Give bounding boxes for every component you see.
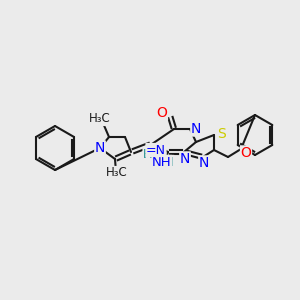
Text: H: H: [143, 148, 153, 160]
Text: H₃C: H₃C: [106, 167, 128, 179]
Text: N: N: [180, 152, 190, 166]
Text: H₃C: H₃C: [89, 112, 111, 125]
Text: N: N: [191, 122, 201, 136]
Text: O: O: [157, 106, 167, 120]
Text: O: O: [241, 146, 251, 160]
Text: N: N: [95, 141, 105, 155]
Text: H: H: [164, 155, 174, 169]
Text: S: S: [217, 127, 225, 141]
Text: NH: NH: [152, 155, 172, 169]
Text: =N: =N: [146, 143, 166, 157]
Text: N: N: [199, 156, 209, 170]
